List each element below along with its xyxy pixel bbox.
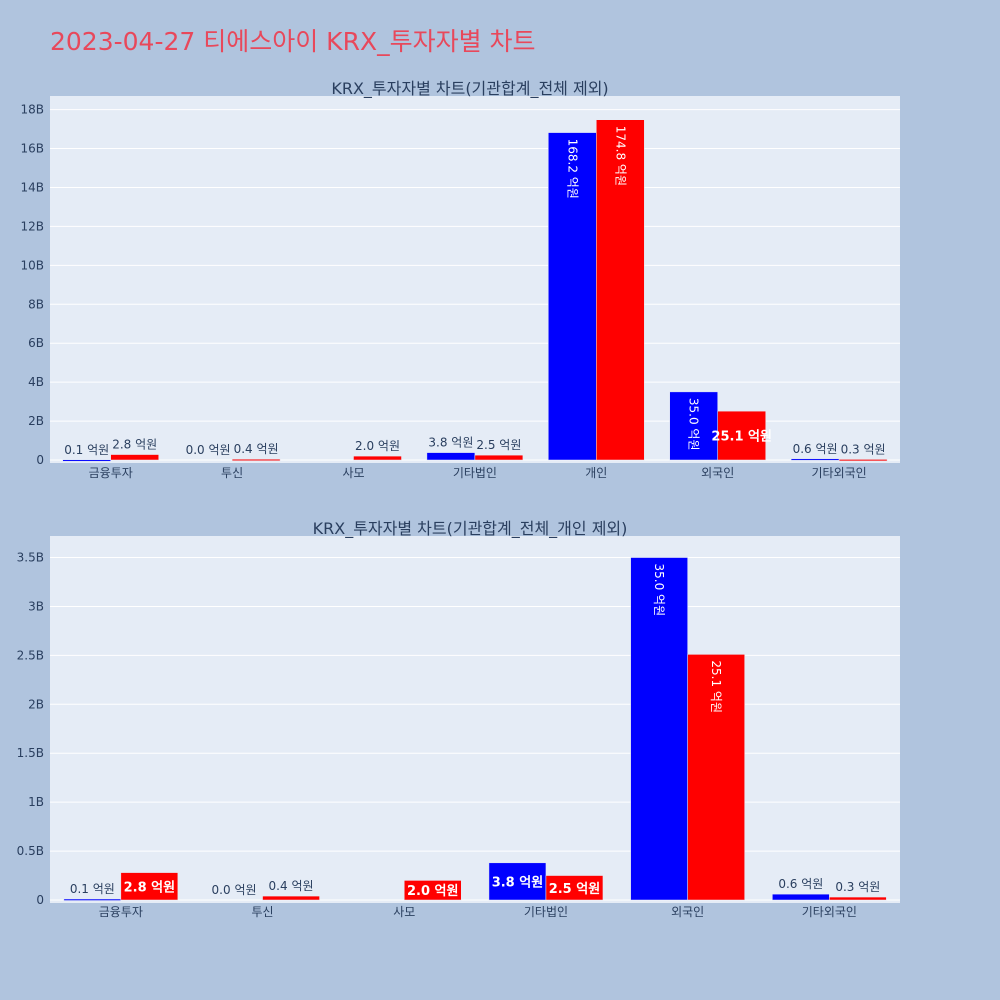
data-label-group: 174.8 억원 (613, 126, 627, 186)
y-tick-label: 0 (36, 893, 44, 907)
bar (231, 458, 281, 461)
page-title: 2023-04-27 티에스아이 KRX_투자자별 차트 (50, 27, 536, 56)
y-tick-label: 2B (28, 697, 44, 711)
data-label: 0.1 억원 (64, 443, 109, 457)
data-label: 2.8 억원 (112, 438, 157, 452)
y-tick-label: 3B (28, 599, 44, 613)
x-tick-label: 기타법인 (524, 905, 568, 919)
data-label-group: 25.1 억원 (709, 660, 723, 713)
y-tick-label: 18B (20, 103, 44, 117)
bar (838, 459, 888, 462)
data-label: 2.5 억원 (476, 438, 521, 452)
data-label: 35.0 억원 (687, 398, 701, 451)
y-tick-label: 4B (28, 375, 44, 389)
bar (717, 410, 766, 461)
x-tick-label: 사모 (342, 466, 364, 480)
data-label: 0.0 억원 (186, 443, 231, 457)
bar (62, 459, 111, 462)
y-tick-label: 3.5B (17, 551, 44, 565)
data-label: 0.6 억원 (778, 877, 823, 891)
y-tick-label: 12B (20, 219, 44, 233)
y-tick-label: 2.5B (17, 648, 44, 662)
data-label-group: 168.2 억원 (565, 139, 579, 199)
y-tick-label: 1B (28, 795, 44, 809)
bar (630, 557, 688, 901)
bar (262, 895, 320, 901)
y-tick-label: 16B (20, 142, 44, 156)
bar (63, 898, 122, 901)
x-tick-label: 금융투자 (89, 466, 133, 480)
bar (829, 896, 887, 901)
data-label: 3.8 억원 (428, 436, 473, 450)
bar (404, 880, 462, 901)
data-label: 0.1 억원 (70, 882, 115, 896)
data-label: 0.3 억원 (835, 880, 880, 894)
plot-area (50, 536, 900, 903)
x-tick-label: 기타외국인 (802, 905, 857, 919)
data-label: 35.0 억원 (652, 564, 666, 617)
y-tick-label: 10B (20, 258, 44, 272)
bar (120, 872, 179, 901)
data-label: 174.8 억원 (613, 126, 627, 186)
plot-area (50, 96, 900, 463)
x-tick-label: 금융투자 (99, 905, 143, 919)
data-label: 2.8 억원 (124, 880, 175, 895)
data-label: 0.4 억원 (234, 442, 279, 456)
y-tick-label: 0 (36, 453, 44, 467)
x-tick-label: 개인 (585, 466, 607, 480)
bar (669, 391, 718, 461)
data-label-group: 35.0 억원 (652, 564, 666, 617)
data-label: 0.4 억원 (269, 879, 314, 893)
chart-title: KRX_투자자별 차트(기관합계_전체 제외) (331, 79, 608, 99)
y-tick-label: 8B (28, 297, 44, 311)
data-label: 2.0 억원 (355, 439, 400, 453)
bar (596, 119, 645, 461)
bar (474, 454, 524, 461)
x-tick-label: 기타외국인 (811, 466, 866, 480)
y-tick-label: 1.5B (17, 746, 44, 760)
y-tick-label: 0.5B (17, 844, 44, 858)
data-label: 25.1 억원 (711, 430, 772, 445)
data-label: 2.5 억원 (549, 882, 600, 897)
bar (110, 454, 159, 461)
x-tick-label: 투신 (221, 466, 243, 480)
bar (772, 893, 830, 901)
x-tick-label: 사모 (393, 905, 415, 919)
x-tick-label: 외국인 (701, 466, 734, 480)
data-label: 0.6 억원 (793, 442, 838, 456)
bar (548, 132, 597, 461)
data-label: 168.2 억원 (565, 139, 579, 199)
bar (545, 875, 604, 901)
y-tick-label: 6B (28, 336, 44, 350)
data-label-group: 35.0 억원 (687, 398, 701, 451)
x-tick-label: 외국인 (671, 905, 704, 919)
x-tick-label: 기타법인 (453, 466, 497, 480)
bar (687, 654, 745, 901)
data-label: 0.3 억원 (841, 442, 886, 456)
data-label: 0.0 억원 (212, 883, 257, 897)
bar (488, 862, 547, 901)
data-label: 25.1 억원 (709, 660, 723, 713)
chart-top: KRX_투자자별 차트(기관합계_전체 제외) 0 2B 4B 6B 8B 10B 12B 14… (20, 79, 900, 480)
chart-title: KRX_투자자별 차트(기관합계_전체_개인 제외) (313, 519, 628, 539)
data-label: 3.8 억원 (492, 875, 543, 890)
data-label: 2.0 억원 (407, 884, 458, 899)
x-tick-label: 투신 (252, 905, 274, 919)
y-tick-label: 2B (28, 414, 44, 428)
y-tick-label: 14B (20, 180, 44, 194)
bar (353, 455, 402, 461)
